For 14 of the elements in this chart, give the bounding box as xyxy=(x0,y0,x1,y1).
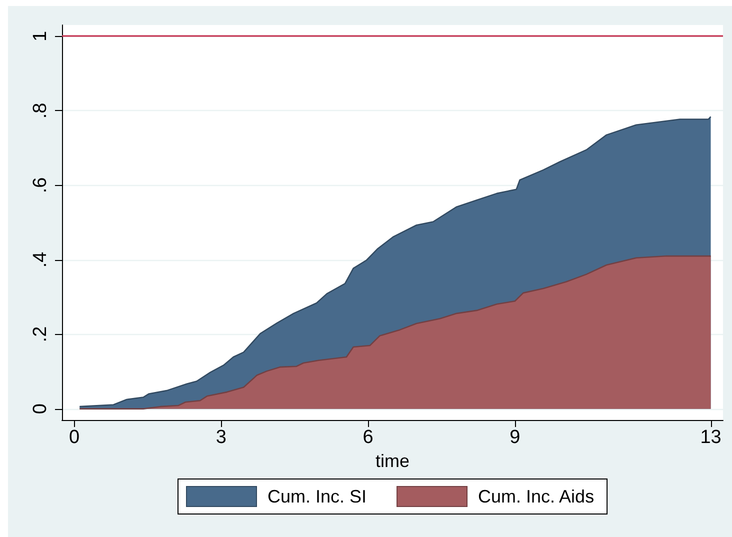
y-tick-label: .8 xyxy=(30,102,51,119)
y-tick-label: 1 xyxy=(30,30,51,42)
y-tick-label: 0 xyxy=(30,404,51,414)
x-tick-label: 6 xyxy=(362,427,374,448)
x-axis-title: time xyxy=(375,450,410,471)
x-tick-label: 13 xyxy=(700,427,722,448)
legend-label: Cum. Inc. Aids xyxy=(478,486,594,506)
y-tick-label: .4 xyxy=(30,251,51,268)
x-tick-label: 3 xyxy=(216,427,226,448)
y-tick-label: .6 xyxy=(30,177,51,194)
x-tick-label: 0 xyxy=(68,427,80,448)
y-tick-label: .2 xyxy=(30,326,51,342)
x-tick-label: 9 xyxy=(510,427,520,448)
legend-label: Cum. Inc. SI xyxy=(268,486,367,506)
